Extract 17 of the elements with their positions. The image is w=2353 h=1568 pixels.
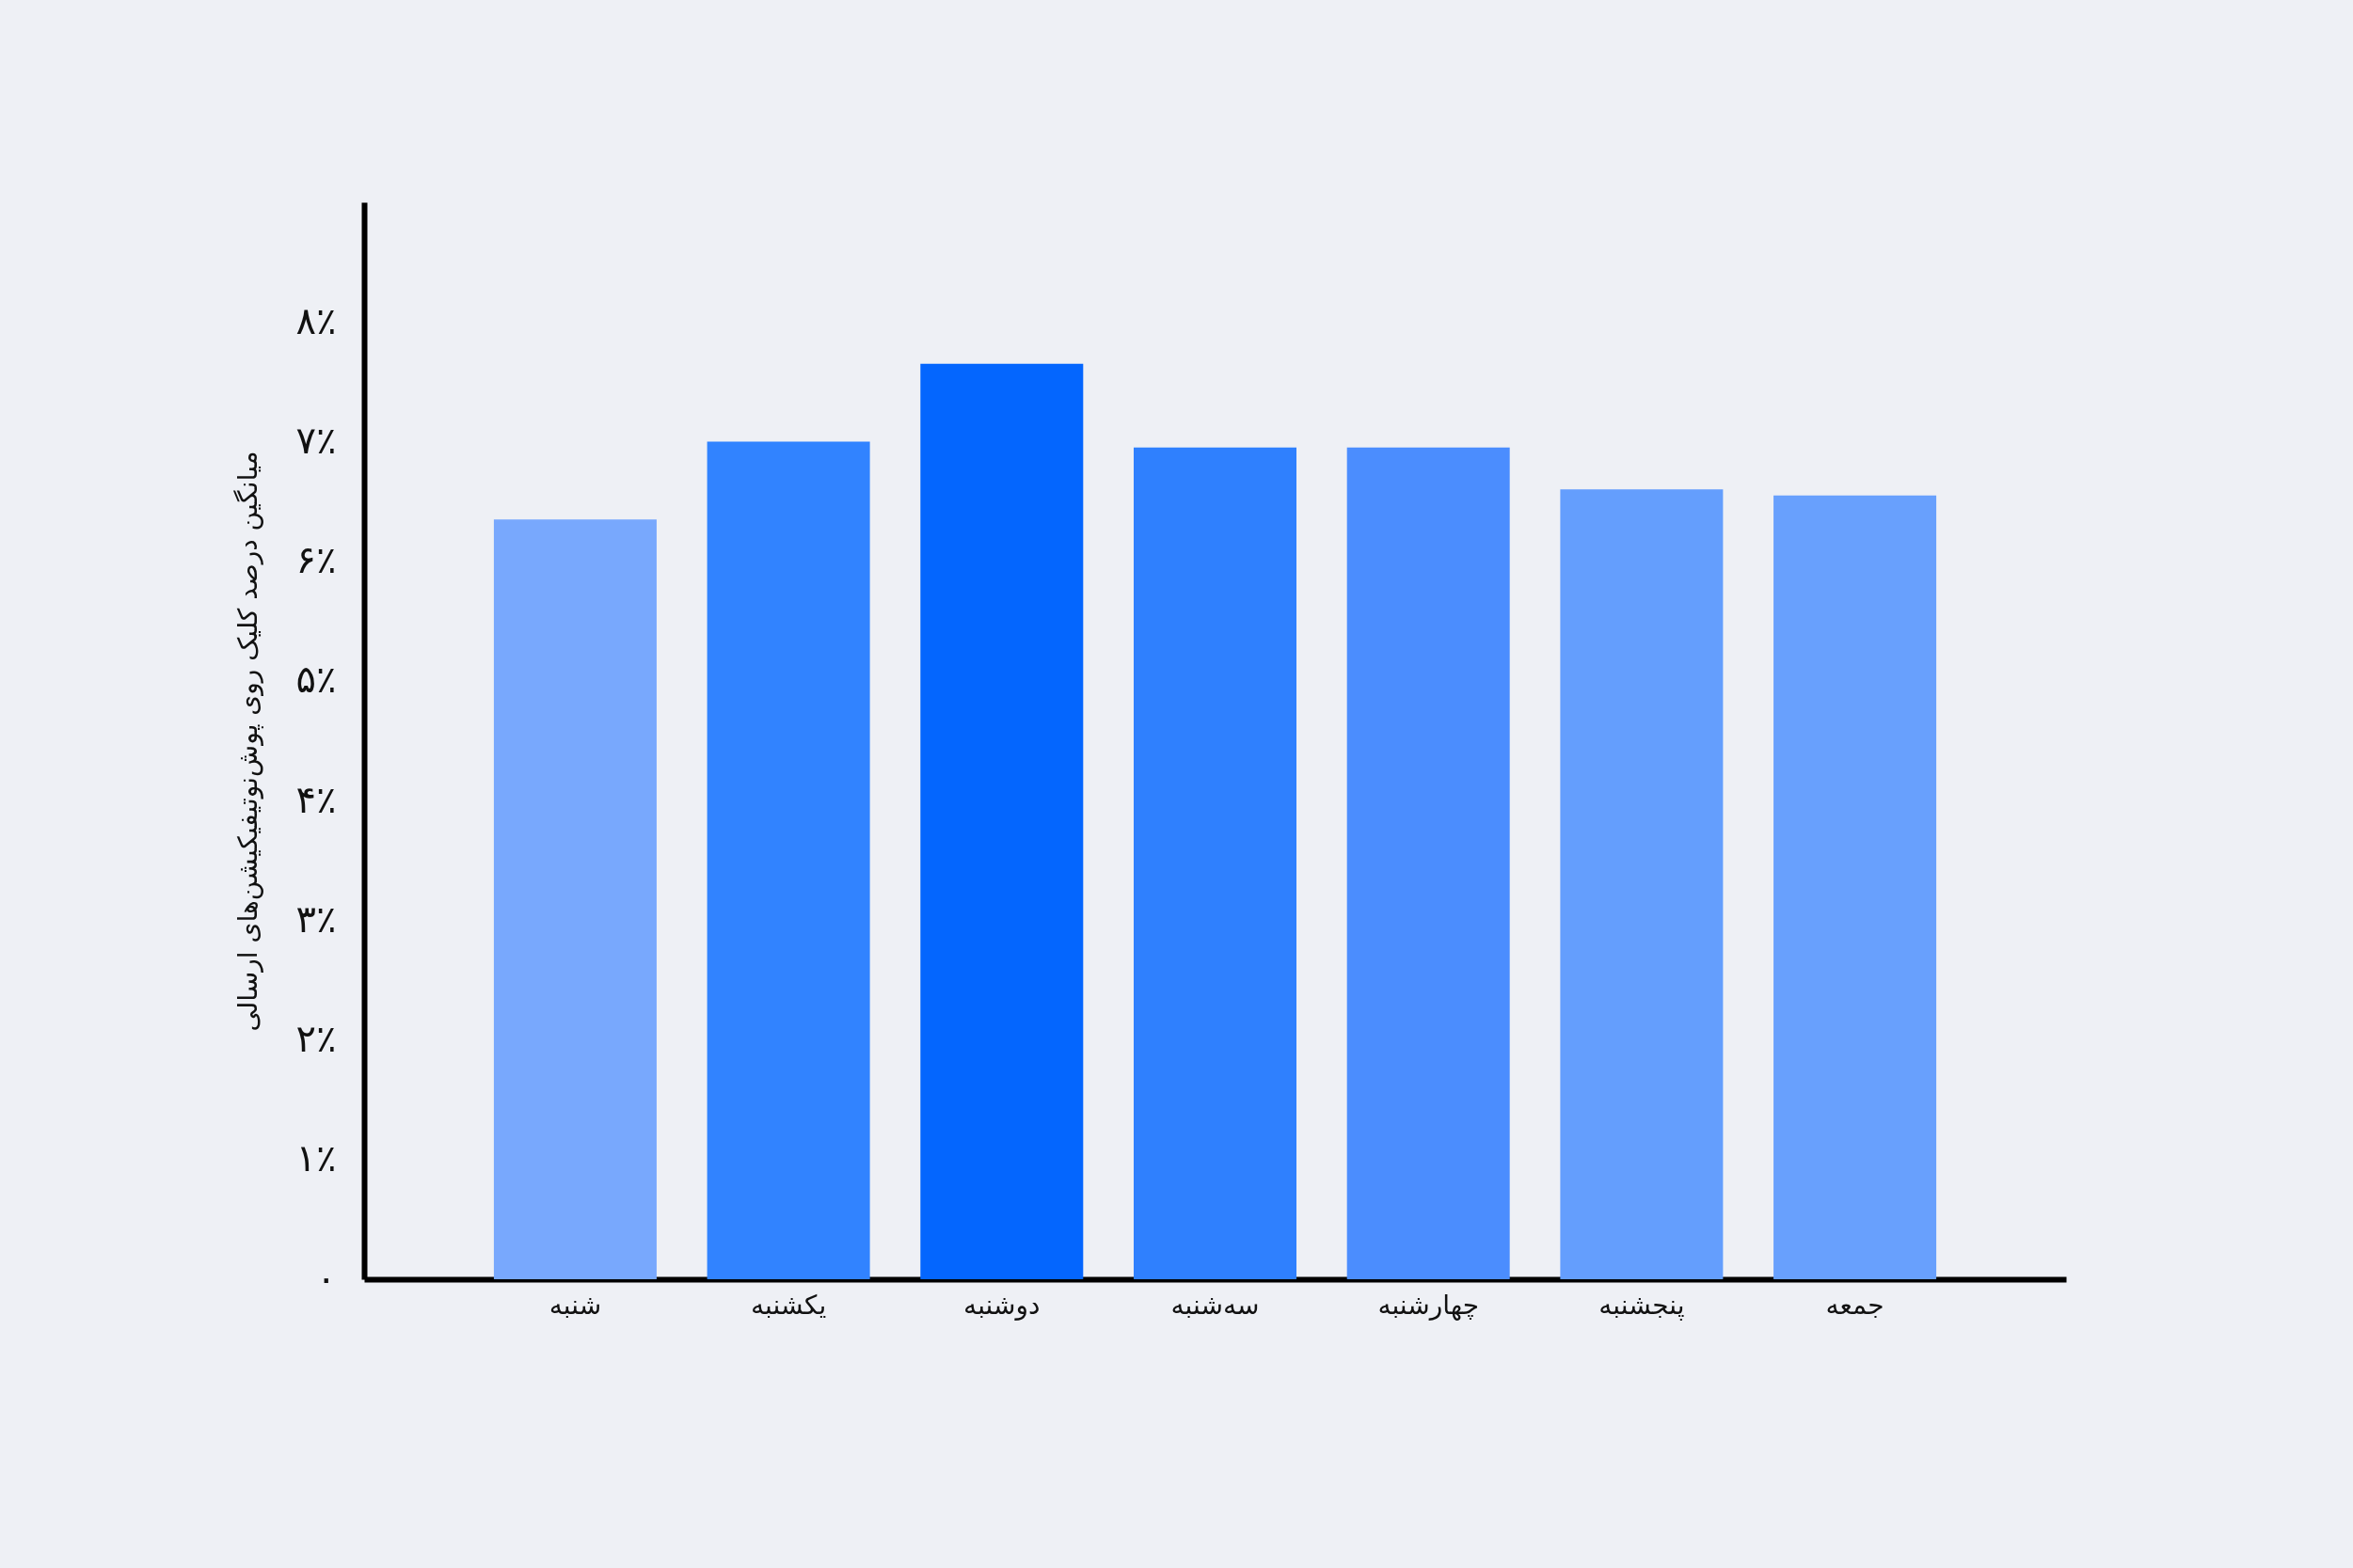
x-tick-label: چهارشنبه <box>1377 1289 1480 1321</box>
y-tick-label: ۷٪ <box>295 418 337 462</box>
x-tick-label: پنجشنبه <box>1598 1289 1685 1321</box>
y-tick-label: ۵٪ <box>295 657 337 702</box>
y-tick-label: ۴٪ <box>295 777 337 821</box>
x-tick-label: یکشنبه <box>751 1289 827 1321</box>
y-tick-label: ۱٪ <box>295 1136 337 1180</box>
y-tick-label: ۰ <box>316 1256 337 1300</box>
x-tick-label: سه‌شنبه <box>1170 1289 1260 1321</box>
x-tick-label: جمعه <box>1825 1289 1884 1321</box>
y-tick-label: ۶٪ <box>295 538 337 582</box>
y-axis-title: میانگین درصد کلیک روی پوش‌نوتیفیکیشن‌های ارسالی <box>231 451 263 1032</box>
x-tick-label: شنبه <box>549 1289 602 1321</box>
y-tick-label: ۲٪ <box>295 1017 337 1061</box>
y-tick-label: ۸٪ <box>295 298 337 342</box>
x-tick-label: دوشنبه <box>963 1289 1041 1321</box>
y-tick-label: ۳٪ <box>295 896 337 941</box>
